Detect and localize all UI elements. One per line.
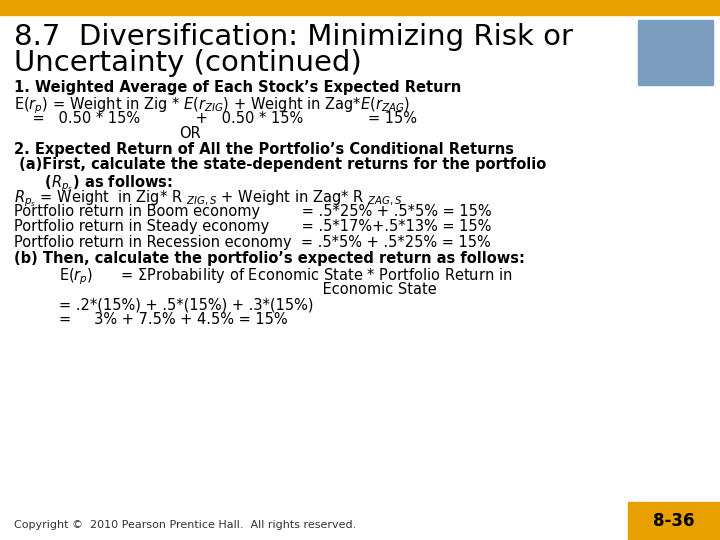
Text: 2. Expected Return of All the Portfolio’s Conditional Returns: 2. Expected Return of All the Portfolio’… <box>14 142 514 157</box>
Text: ($R_{p_s}$) as follows:: ($R_{p_s}$) as follows: <box>14 173 173 194</box>
Text: Portfolio return in Steady economy       = .5*17%+.5*13% = 15%: Portfolio return in Steady economy = .5*… <box>14 219 491 234</box>
Text: OR: OR <box>179 126 201 141</box>
Text: 8.7  Diversification: Minimizing Risk or: 8.7 Diversification: Minimizing Risk or <box>14 23 573 51</box>
Text: 1. Weighted Average of Each Stock’s Expected Return: 1. Weighted Average of Each Stock’s Expe… <box>14 80 462 95</box>
Text: Economic State: Economic State <box>59 281 437 296</box>
Text: (a)First, calculate the state-dependent returns for the portfolio: (a)First, calculate the state-dependent … <box>14 158 546 172</box>
Text: E($r_p$)      = $\Sigma$Probability of Economic State * Portfolio Return in: E($r_p$) = $\Sigma$Probability of Econom… <box>59 266 513 287</box>
Text: =     3% + 7.5% + 4.5% = 15%: = 3% + 7.5% + 4.5% = 15% <box>59 313 287 327</box>
Text: E($r_p$) = Weight in Zig * $E$($r_{ZIG}$) + Weight in Zag*$E$($r_{ZAG}$): E($r_p$) = Weight in Zig * $E$($r_{ZIG}$… <box>14 96 410 116</box>
Text: Portfolio return in Boom economy         = .5*25% + .5*5% = 15%: Portfolio return in Boom economy = .5*25… <box>14 204 492 219</box>
Bar <box>0 0 720 15</box>
Text: 8-36: 8-36 <box>653 512 695 530</box>
Bar <box>628 502 720 540</box>
Text: Copyright ©  2010 Pearson Prentice Hall.  All rights reserved.: Copyright © 2010 Pearson Prentice Hall. … <box>14 520 356 530</box>
Text: (b) Then, calculate the portfolio’s expected return as follows:: (b) Then, calculate the portfolio’s expe… <box>14 251 525 266</box>
Bar <box>638 20 713 85</box>
Text: $R_{p_s}$ = Weight  in Zig* R $_{ZIG,S}$ + Weight in Zag* R $_{ZAG,S}$: $R_{p_s}$ = Weight in Zig* R $_{ZIG,S}$ … <box>14 188 402 209</box>
Text: Portfolio return in Recession economy  = .5*5% + .5*25% = 15%: Portfolio return in Recession economy = … <box>14 235 491 250</box>
Text: = .2*(15%) + .5*(15%) + .3*(15%): = .2*(15%) + .5*(15%) + .3*(15%) <box>59 297 313 312</box>
Text: Uncertainty (continued): Uncertainty (continued) <box>14 49 361 77</box>
Text: =   0.50 * 15%            +   0.50 * 15%              = 15%: = 0.50 * 15% + 0.50 * 15% = 15% <box>14 111 417 126</box>
